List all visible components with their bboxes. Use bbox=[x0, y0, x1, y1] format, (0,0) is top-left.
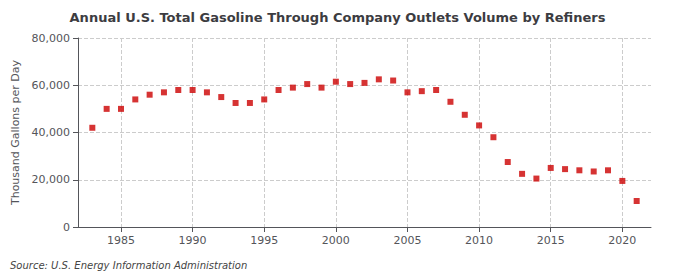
svg-text:1985: 1985 bbox=[107, 234, 135, 247]
svg-text:0: 0 bbox=[63, 221, 70, 234]
svg-text:2010: 2010 bbox=[465, 234, 493, 247]
svg-text:1995: 1995 bbox=[250, 234, 278, 247]
svg-text:2005: 2005 bbox=[393, 234, 421, 247]
svg-text:Annual U.S. Total Gasoline Thr: Annual U.S. Total Gasoline Through Compa… bbox=[70, 10, 606, 25]
svg-text:80,000: 80,000 bbox=[32, 32, 71, 45]
svg-text:20,000: 20,000 bbox=[32, 173, 71, 186]
svg-text:2000: 2000 bbox=[322, 234, 350, 247]
svg-text:2020: 2020 bbox=[608, 234, 636, 247]
svg-text:Thousand Gallons per Day: Thousand Gallons per Day bbox=[9, 59, 22, 206]
svg-text:Source: U.S. Energy Informatio: Source: U.S. Energy Information Administ… bbox=[10, 260, 247, 271]
svg-text:40,000: 40,000 bbox=[32, 126, 71, 139]
svg-text:2015: 2015 bbox=[537, 234, 565, 247]
svg-text:1990: 1990 bbox=[179, 234, 207, 247]
svg-text:60,000: 60,000 bbox=[32, 79, 71, 92]
